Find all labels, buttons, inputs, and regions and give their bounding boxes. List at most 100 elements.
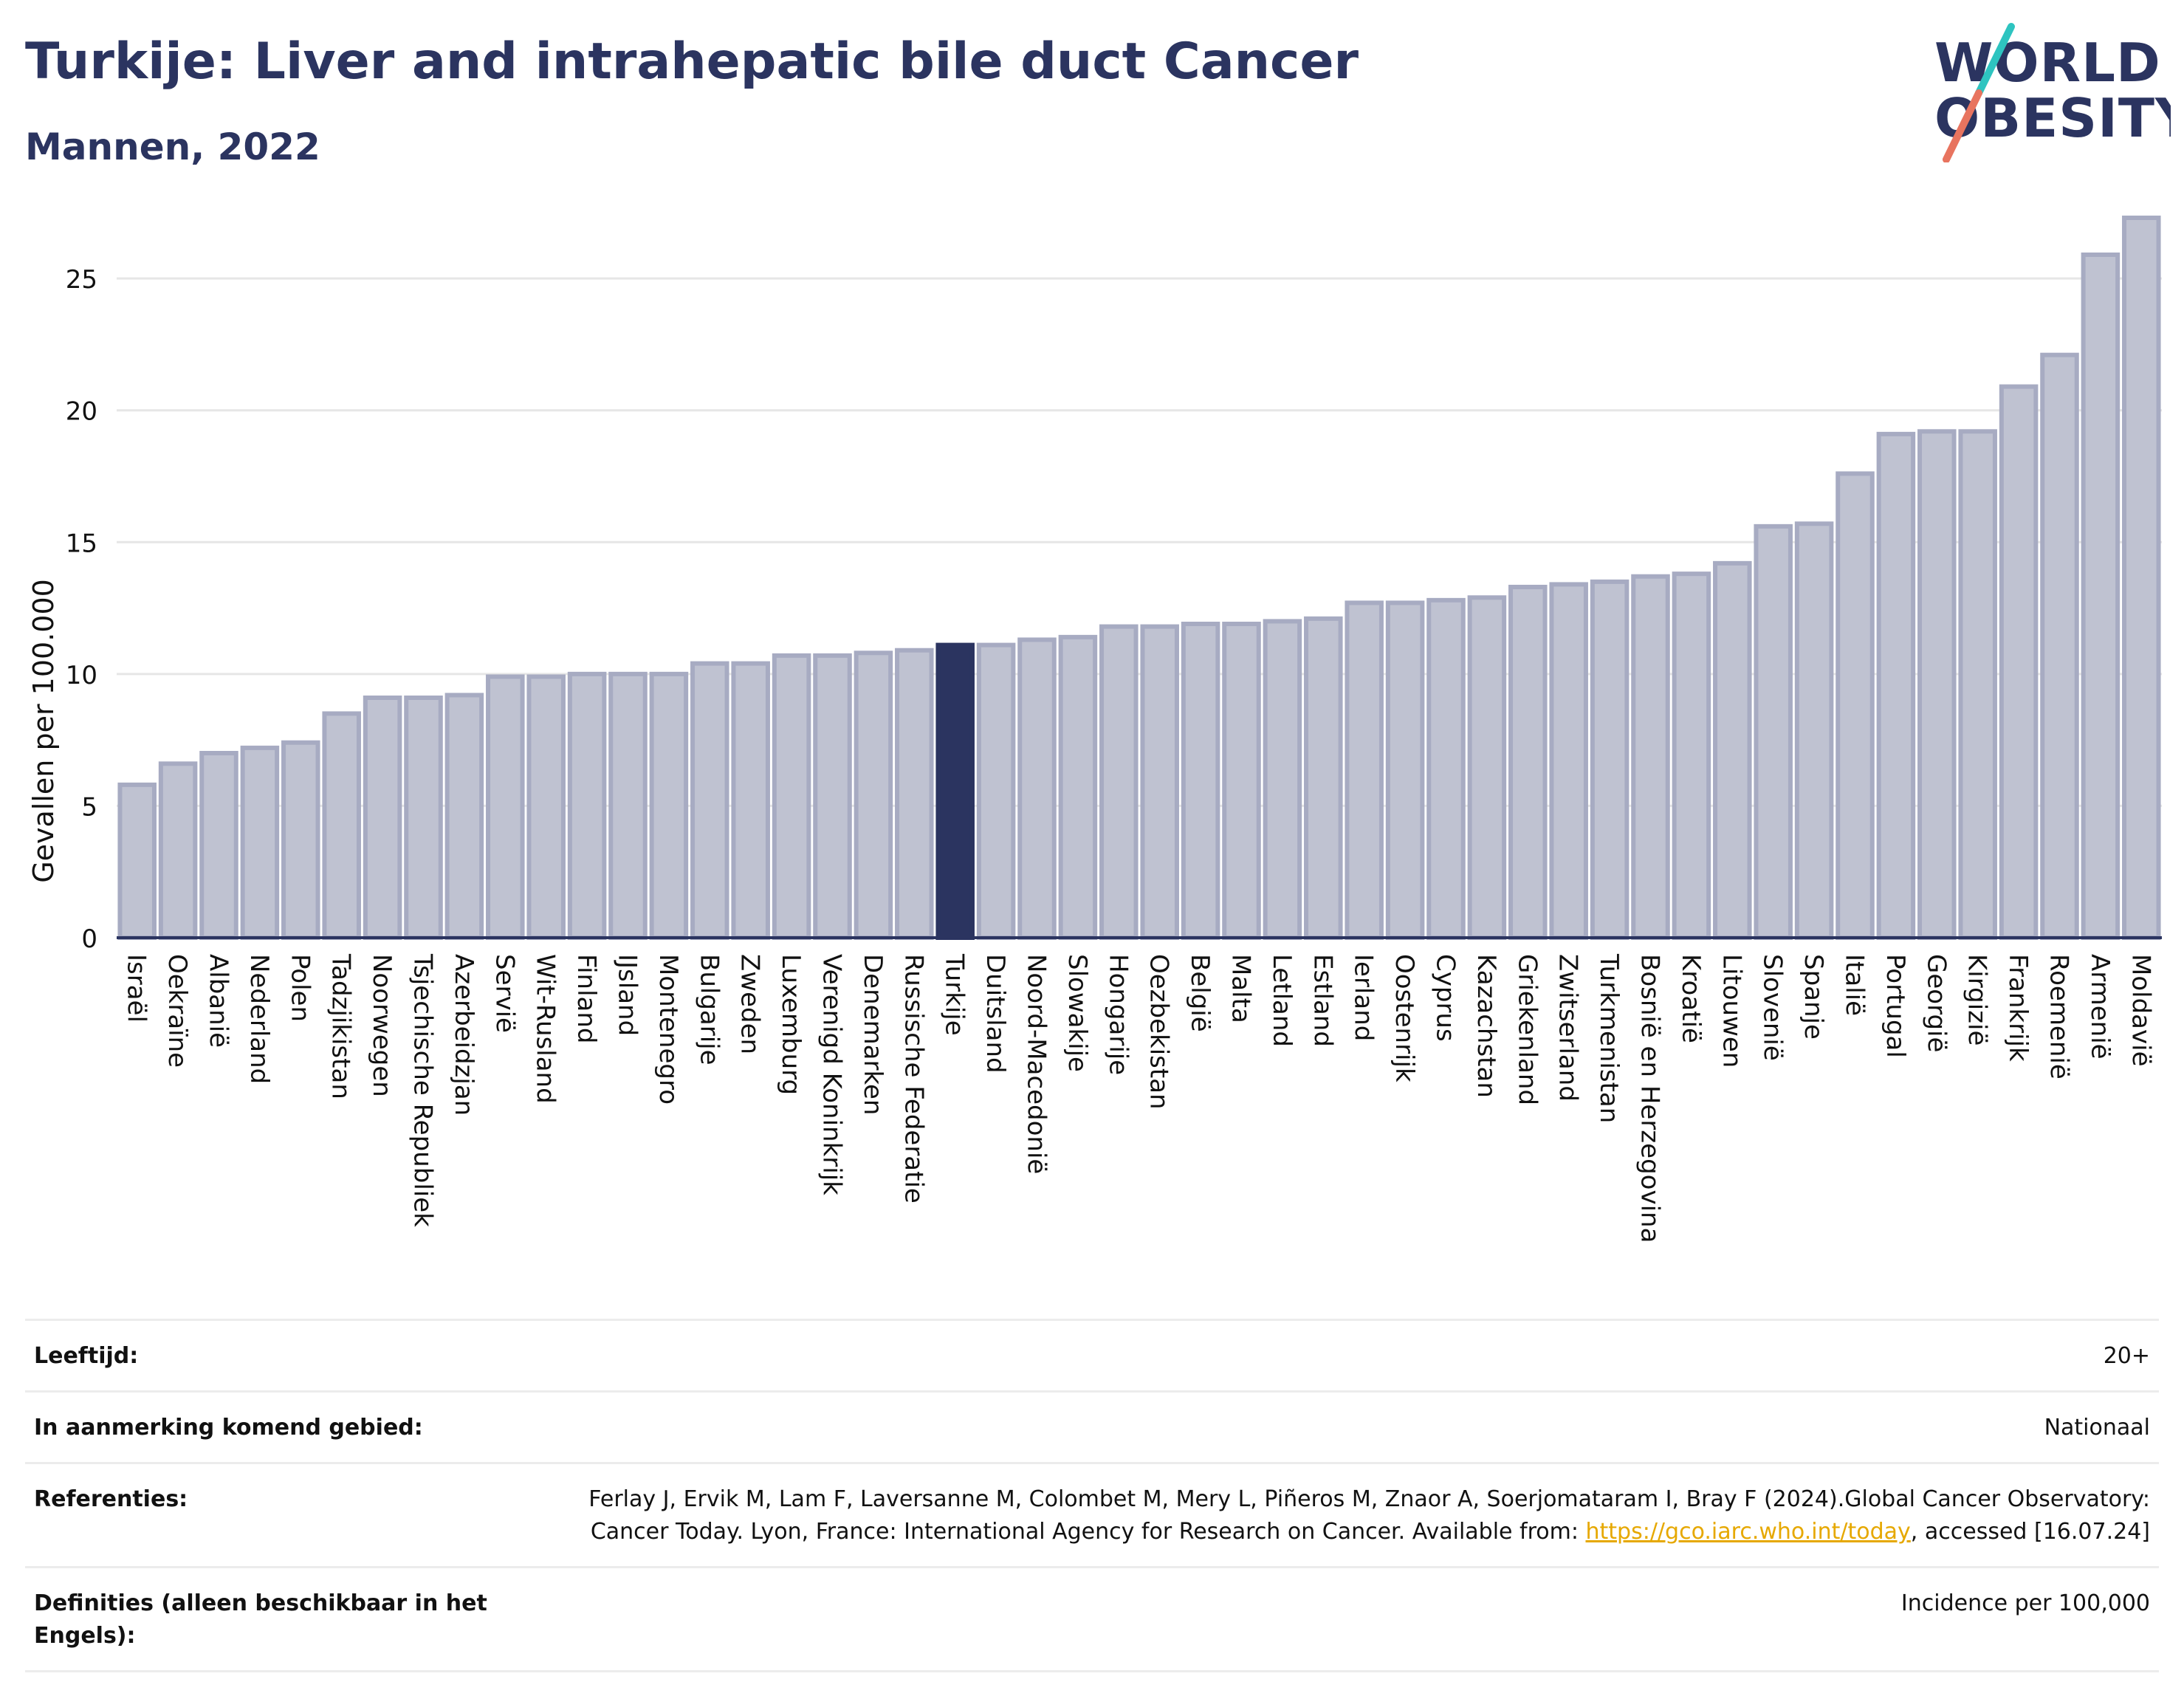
- info-label: In aanmerking komend gebied:: [34, 1415, 423, 1441]
- bar-letland: [1263, 619, 1302, 941]
- x-tick-label: Kroatië: [1676, 954, 1706, 1043]
- bar-estland: [1304, 616, 1343, 940]
- bar-frankrijk: [1999, 384, 2039, 941]
- reference-accessed: , accessed [16.07.24]: [1910, 1519, 2150, 1545]
- bar-spanje: [1794, 521, 1834, 940]
- bar-kirgizi-: [1958, 429, 1997, 940]
- bar-oostenrijk: [1385, 600, 1425, 941]
- x-tick-label: Kirgizië: [1962, 954, 1992, 1046]
- bar-cyprus: [1426, 597, 1466, 940]
- bar-montenegro: [649, 671, 689, 940]
- x-tick-label: Slowakije: [1062, 954, 1092, 1072]
- x-tick-label: Ierland: [1349, 954, 1378, 1041]
- bar-turkmenistan: [1590, 579, 1630, 940]
- x-tick-label: Turkmenistan: [1594, 953, 1624, 1123]
- x-tick-label: Servië: [490, 954, 519, 1033]
- x-tick-label: Nederland: [244, 954, 274, 1084]
- info-label: Definities (alleen beschikbaar in het En…: [34, 1590, 487, 1649]
- bar-itali-: [1836, 471, 1875, 940]
- x-tick-label: Polen: [285, 954, 315, 1022]
- x-tick-label: Oekraïne: [162, 954, 192, 1068]
- bar-zweden: [731, 661, 770, 940]
- bar-noorwegen: [363, 696, 402, 940]
- x-tick-label: Frankrijk: [2003, 954, 2033, 1062]
- info-value: 20+: [2103, 1343, 2150, 1369]
- x-tick-label: Spanje: [1799, 954, 1828, 1040]
- bar-turkije: [935, 642, 975, 940]
- x-tick-label: Wit-Rusland: [531, 954, 560, 1104]
- bar-tsjechische-republiek: [404, 696, 443, 940]
- bar-sloveni-: [1754, 523, 1793, 941]
- bar-litouwen: [1713, 560, 1752, 940]
- x-tick-label: Turkije: [940, 953, 969, 1036]
- x-tick-label: Kazachstan: [1472, 954, 1501, 1098]
- x-tick-label: Denemarken: [858, 954, 887, 1115]
- bar-malta: [1222, 622, 1261, 940]
- bar-chart: 0 5 10 15 20 25 Israël Oekraïne Albanië Nederland…: [27, 216, 2162, 1243]
- x-tick-label: Malta: [1226, 954, 1256, 1023]
- page-title: Turkije: Liver and intrahepatic bile duc…: [25, 32, 1359, 91]
- y-tick-label: 20: [66, 397, 97, 427]
- x-tick-label: Russische Federatie: [899, 954, 928, 1204]
- y-tick-label: 5: [81, 792, 97, 822]
- bar-duitsland: [976, 642, 1016, 940]
- page-subtitle: Mannen, 2022: [25, 126, 320, 168]
- x-tick-label: Italië: [1840, 954, 1869, 1016]
- x-tick-label: Oostenrijk: [1390, 954, 1419, 1082]
- x-tick-label: Zwitserland: [1553, 954, 1583, 1102]
- x-tick-label: Zweden: [735, 954, 765, 1054]
- x-tick-label: Bosnië en Herzegovina: [1635, 954, 1665, 1243]
- x-tick-label: België: [1185, 954, 1215, 1032]
- axes: 0 5 10 15 20 25 Israël Oekraïne Albanië Nederland…: [66, 265, 2162, 1243]
- info-table: Leeftijd: 20+ In aanmerking komend gebie…: [25, 1319, 2159, 1672]
- bar-ijsland: [608, 671, 648, 940]
- y-axis-label: Gevallen per 100.000: [27, 579, 60, 883]
- info-value-references: Ferlay J, Ervik M, Lam F, Laversanne M, …: [563, 1483, 2150, 1548]
- x-tick-label: Roemenië: [2044, 954, 2074, 1079]
- bar-oekra-ne: [158, 761, 198, 940]
- x-tick-label: Noord-Macedonië: [1022, 954, 1051, 1174]
- x-tick-label: Verenigd Koninkrijk: [817, 954, 847, 1195]
- x-tick-label: Noorwegen: [367, 954, 396, 1097]
- logo-line1: WORLD: [1934, 32, 2161, 94]
- info-label: Referenties:: [34, 1486, 188, 1512]
- reference-text: Ferlay J, Ervik M, Lam F, Laversanne M, …: [588, 1486, 2150, 1545]
- y-tick-label: 15: [66, 529, 97, 558]
- bar-belgi-: [1181, 622, 1220, 940]
- bar-bosni-en-herzegovina: [1631, 574, 1670, 940]
- y-tick-label: 25: [66, 265, 97, 295]
- bar-griekenland: [1508, 585, 1548, 940]
- x-tick-label: Moldavië: [2126, 954, 2155, 1067]
- bar-zwitserland: [1549, 582, 1588, 941]
- info-row-definitions: Definities (alleen beschikbaar in het En…: [25, 1566, 2159, 1672]
- reference-link[interactable]: https://gco.iarc.who.int/today: [1585, 1519, 1911, 1545]
- bar-albani-: [199, 751, 238, 940]
- bar-kroati-: [1672, 571, 1711, 941]
- x-tick-label: Montenegro: [653, 954, 683, 1105]
- bar-servi-: [486, 674, 525, 941]
- bar-slowakije: [1058, 634, 1098, 940]
- x-tick-label: Hongarije: [1103, 954, 1133, 1075]
- x-tick-label: Slovenië: [1758, 954, 1788, 1061]
- x-tick-label: Litouwen: [1717, 954, 1746, 1068]
- world-obesity-logo: WORLD OBESITY: [1934, 23, 2171, 162]
- logo-slash-top: [1975, 23, 2015, 97]
- bar-verenigd-koninkrijk: [813, 653, 852, 940]
- x-tick-label: Albanië: [204, 954, 233, 1048]
- bar-denemarken: [854, 650, 893, 940]
- x-tick-label: Bulgarije: [694, 954, 724, 1065]
- x-tick-label: Finland: [571, 954, 601, 1044]
- x-tick-label: Armenië: [2085, 954, 2115, 1060]
- x-tick-label: Georgië: [1921, 954, 1951, 1052]
- bar-armeni-: [2081, 253, 2121, 940]
- x-tick-label: Griekenland: [1512, 954, 1542, 1105]
- x-tick-label: Tsjechische Republiek: [408, 953, 438, 1227]
- info-label: Leeftijd:: [34, 1343, 139, 1369]
- x-tick-label: Azerbeidzjan: [449, 954, 478, 1116]
- bar-portugal: [1876, 431, 1916, 941]
- x-tick-label: Cyprus: [1431, 954, 1460, 1042]
- bar-kazachstan: [1467, 595, 1507, 940]
- bar-oezbekistan: [1140, 624, 1179, 940]
- x-tick-label: IJsland: [613, 954, 642, 1036]
- x-tick-label: Israël: [122, 954, 151, 1023]
